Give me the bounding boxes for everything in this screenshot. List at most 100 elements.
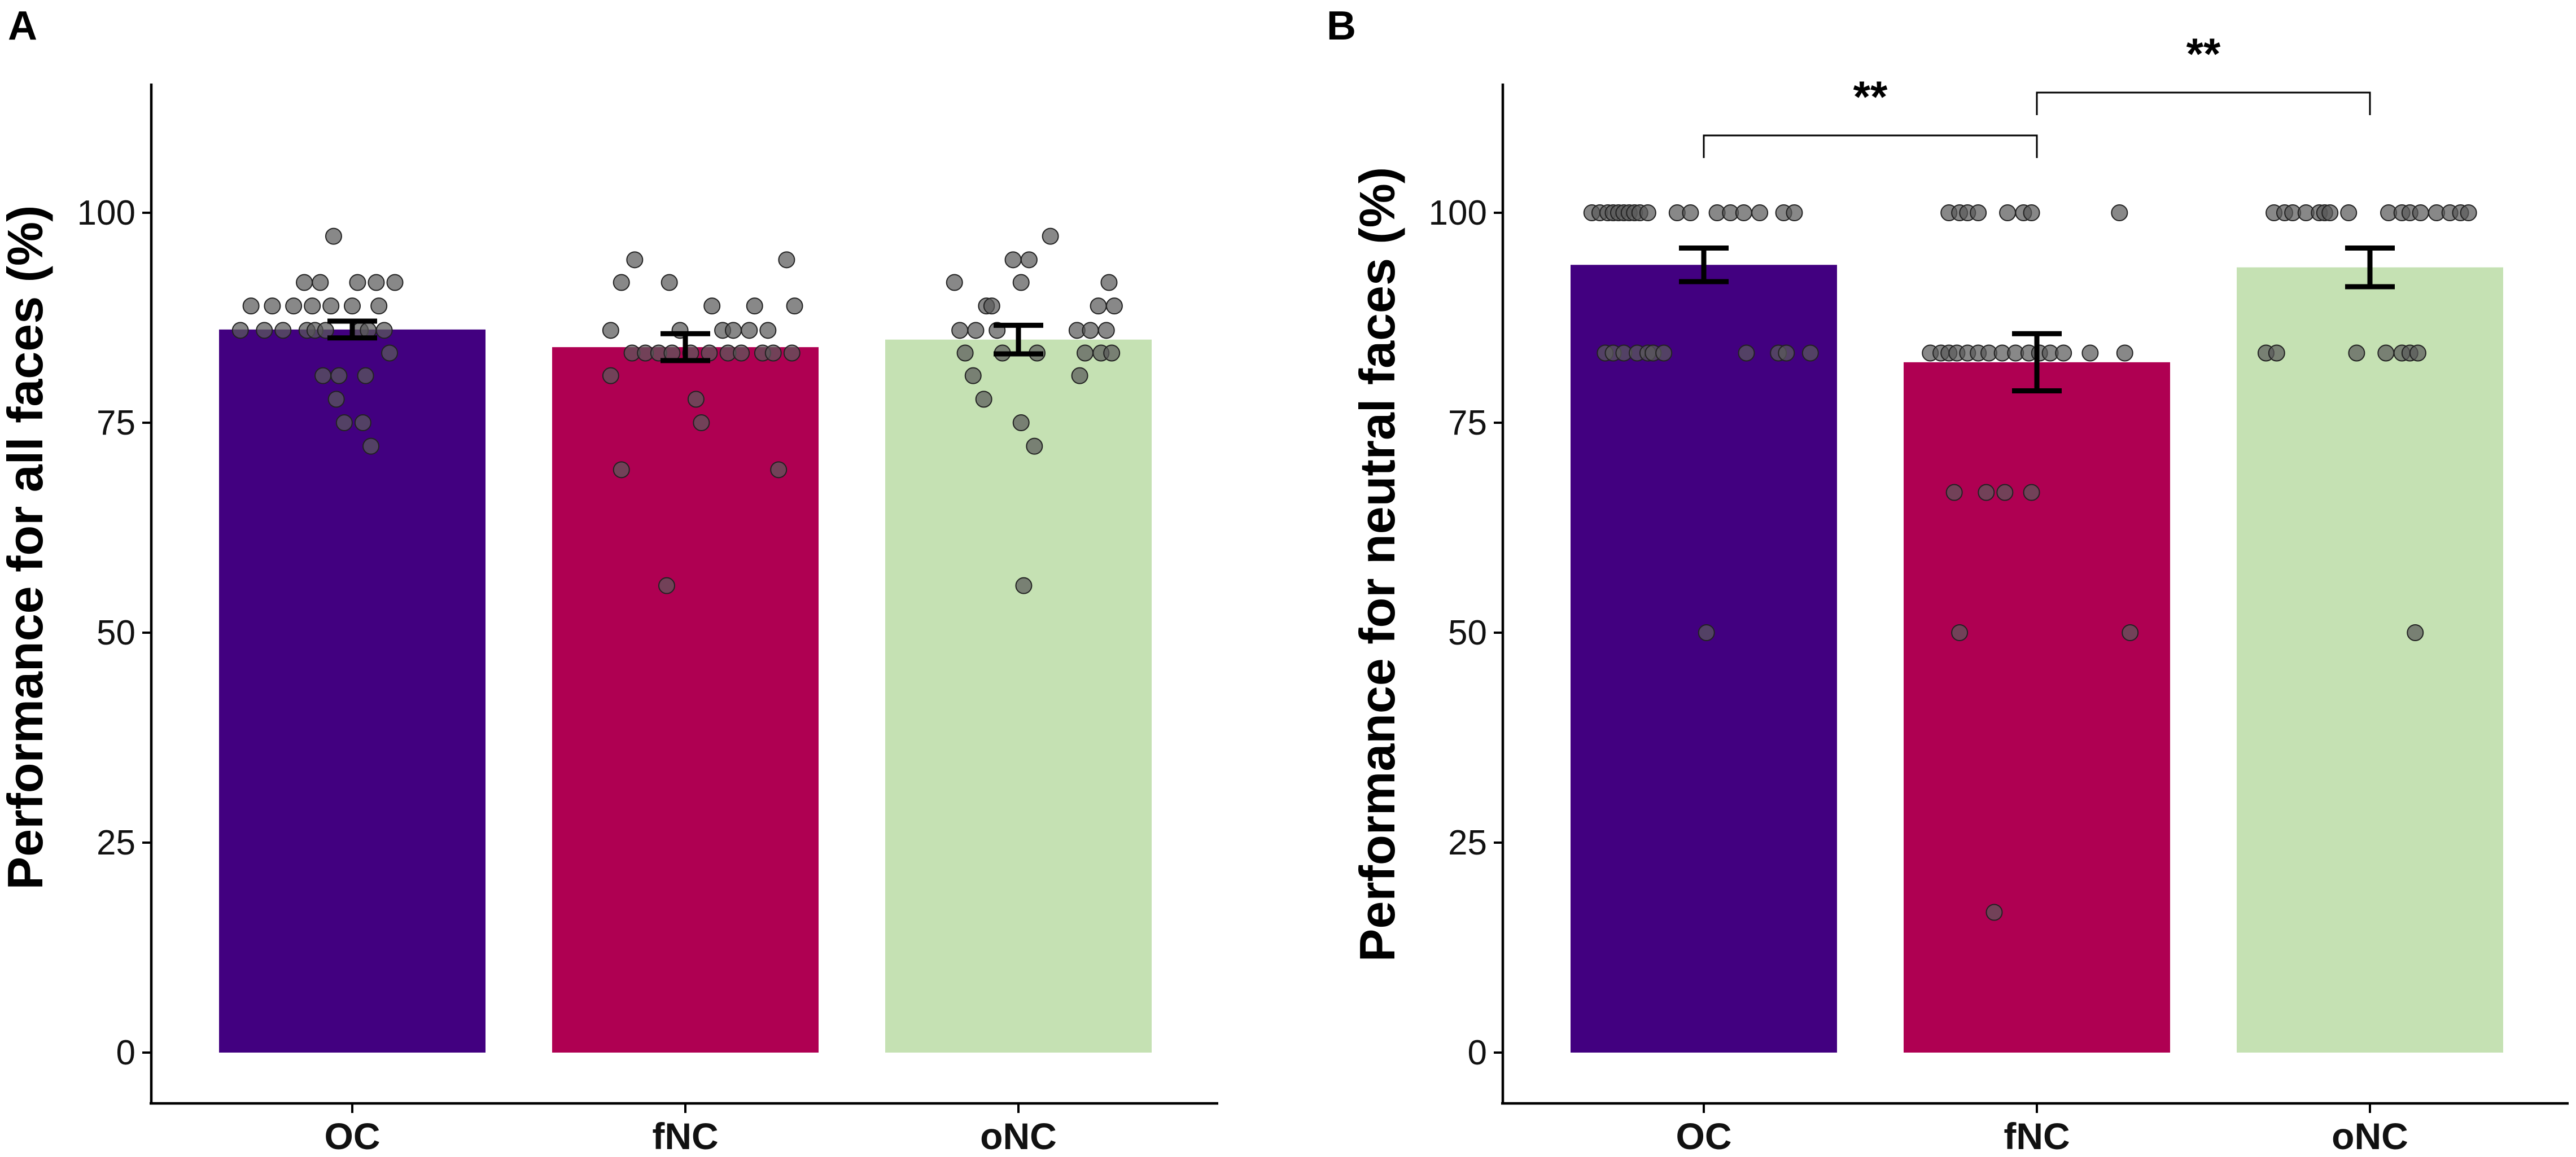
data-point-fnc — [2111, 204, 2128, 221]
y-tick: 25 — [1448, 823, 1503, 862]
data-point-fnc — [703, 297, 721, 315]
data-point-oc — [1682, 204, 1699, 221]
data-point-onc — [1004, 251, 1022, 269]
data-point-fnc — [693, 414, 710, 431]
panel-b-points — [1583, 204, 2477, 921]
y-tick-label: 100 — [77, 194, 135, 233]
data-point-fnc — [613, 274, 630, 291]
data-point-onc — [2377, 344, 2395, 362]
x-tick-label: fNC — [652, 1115, 718, 1157]
x-tick: OC — [1676, 1103, 1732, 1157]
data-point-onc — [1015, 577, 1033, 594]
x-tick-label: fNC — [2004, 1115, 2070, 1157]
y-tick-label: 25 — [97, 823, 135, 862]
data-point-onc — [1020, 251, 1038, 269]
x-tick-label: OC — [325, 1115, 381, 1157]
data-point-fnc — [786, 297, 803, 315]
data-point-oc — [317, 322, 334, 339]
data-point-oc — [349, 274, 366, 291]
data-point-fnc — [778, 251, 795, 269]
data-point-fnc — [741, 322, 758, 339]
data-point-oc — [354, 414, 371, 431]
data-point-onc — [1077, 344, 1094, 362]
data-point-oc — [1698, 624, 1715, 641]
data-point-oc — [386, 274, 404, 291]
data-point-oc — [274, 322, 292, 339]
data-point-oc — [1735, 204, 1752, 221]
panel-b-error-bars — [1679, 245, 2395, 393]
data-point-oc — [304, 297, 321, 315]
x-tick: fNC — [652, 1103, 719, 1157]
data-point-onc — [946, 274, 963, 291]
panel-a-letter: A — [8, 3, 37, 49]
bar-fnc — [1904, 362, 2170, 1053]
data-point-onc — [2348, 344, 2365, 362]
x-tick: fNC — [2004, 1103, 2070, 1157]
data-point-fnc — [2023, 204, 2040, 221]
y-tick: 0 — [1468, 1033, 1503, 1072]
y-tick-label: 50 — [97, 613, 135, 652]
y-tick: 100 — [1429, 194, 1503, 233]
y-tick: 75 — [97, 404, 151, 442]
data-point-oc — [357, 367, 374, 384]
error-bar-onc — [994, 322, 1043, 357]
data-point-oc — [1778, 344, 1795, 362]
data-point-onc — [1097, 322, 1115, 339]
data-point-onc — [2409, 344, 2426, 362]
data-point-onc — [1105, 297, 1123, 315]
y-tick-label: 50 — [1448, 613, 1487, 652]
y-tick: 50 — [1448, 613, 1503, 652]
data-point-fnc — [2122, 624, 2139, 641]
y-tick-label: 75 — [97, 404, 135, 442]
data-point-onc — [2340, 204, 2358, 221]
data-point-oc — [1751, 204, 1769, 221]
data-point-oc — [368, 274, 385, 291]
y-tick: 0 — [116, 1033, 151, 1072]
data-point-onc — [2412, 204, 2429, 221]
data-point-oc — [381, 344, 399, 362]
data-point-onc — [2321, 204, 2339, 221]
data-point-oc — [264, 297, 281, 315]
data-point-oc — [370, 297, 388, 315]
data-point-fnc — [783, 344, 801, 362]
data-point-oc — [322, 297, 340, 315]
significance-label: ** — [2186, 29, 2221, 78]
y-tick-label: 0 — [1468, 1033, 1487, 1072]
bar-fnc — [552, 347, 819, 1053]
data-point-oc — [314, 367, 332, 384]
data-point-fnc — [687, 391, 705, 408]
data-point-fnc — [1951, 624, 1969, 641]
data-point-fnc — [1970, 204, 1987, 221]
data-point-fnc — [2116, 344, 2133, 362]
data-point-oc — [1655, 344, 1673, 362]
error-bar-oc — [327, 318, 377, 341]
data-point-fnc — [1999, 204, 2017, 221]
panel-b-bars — [1571, 265, 2503, 1053]
data-point-onc — [2460, 204, 2477, 221]
data-point-fnc — [602, 322, 619, 339]
y-tick-label: 100 — [1429, 194, 1487, 233]
data-point-onc — [1026, 437, 1043, 455]
y-tick: 75 — [1448, 404, 1503, 442]
data-point-onc — [1012, 414, 1030, 431]
error-bar-oc — [1679, 245, 1729, 284]
data-point-oc — [330, 367, 348, 384]
data-point-fnc — [724, 322, 742, 339]
data-point-oc — [231, 322, 249, 339]
data-point-onc — [1012, 274, 1030, 291]
significance-label: ** — [1853, 72, 1888, 121]
data-point-oc — [296, 274, 313, 291]
data-point-oc — [344, 297, 361, 315]
data-point-onc — [956, 344, 974, 362]
y-tick: 50 — [97, 613, 151, 652]
data-point-oc — [1738, 344, 1755, 362]
data-point-onc — [1082, 322, 1099, 339]
panel-a-points — [231, 227, 1123, 594]
y-tick: 25 — [97, 823, 151, 862]
data-point-oc — [325, 227, 342, 245]
panel-a-x-ticks: OC fNC oNC — [325, 1103, 1057, 1157]
data-point-oc — [256, 322, 273, 339]
y-tick-label: 25 — [1448, 823, 1487, 862]
data-point-fnc — [661, 274, 678, 291]
data-point-fnc — [2023, 484, 2040, 501]
